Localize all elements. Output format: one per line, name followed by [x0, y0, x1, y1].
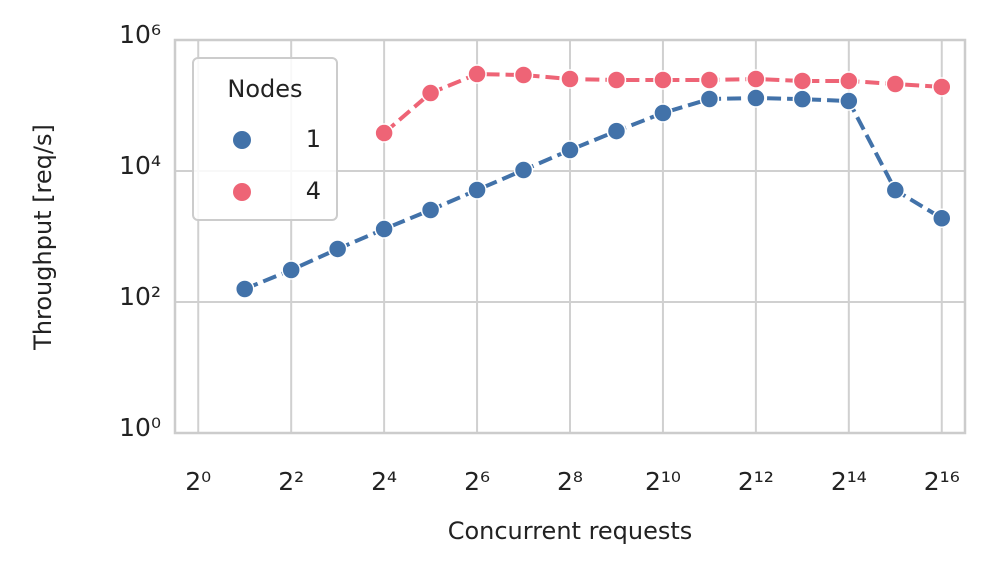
legend-label: 4: [306, 177, 321, 205]
data-point: [792, 89, 813, 109]
y-tick-label: 10²: [119, 282, 161, 311]
data-point: [420, 83, 441, 103]
data-point: [513, 65, 534, 85]
data-point: [746, 88, 766, 108]
data-point: [839, 71, 859, 91]
data-point: [467, 64, 487, 84]
x-axis-label: Concurrent requests: [448, 517, 693, 545]
data-point: [792, 71, 813, 91]
plot-frame: [173, 38, 967, 435]
data-point: [932, 208, 952, 228]
x-tick-label: 2⁸: [557, 467, 583, 496]
data-point: [699, 70, 720, 90]
x-tick-label: 2⁴: [371, 467, 397, 496]
x-tick-label: 2¹⁴: [831, 467, 867, 496]
data-point: [653, 103, 673, 123]
data-point: [513, 160, 534, 180]
data-point: [560, 140, 580, 160]
data-point: [885, 180, 906, 200]
y-tick-label: 10⁶: [119, 20, 161, 49]
x-tick-label: 2¹⁰: [645, 467, 681, 496]
data-point: [839, 91, 859, 111]
data-point: [234, 279, 255, 299]
data-point: [374, 123, 394, 143]
data-point: [467, 180, 487, 200]
data-point: [420, 200, 441, 220]
legend-label: 1: [306, 125, 321, 153]
data-point: [606, 70, 627, 90]
legend-marker: [233, 183, 251, 201]
x-tick-label: 2²: [278, 467, 304, 496]
y-tick-label: 10⁴: [119, 151, 161, 180]
y-tick-label: 10⁰: [119, 413, 161, 442]
legend-box: [192, 57, 338, 221]
data-point: [699, 89, 720, 109]
series-line: [243, 96, 943, 291]
x-tick-label: 2¹²: [738, 467, 774, 496]
data-point: [885, 74, 906, 94]
legend-marker: [233, 131, 251, 149]
x-tick-label: 2⁰: [185, 467, 211, 496]
legend-title: Nodes: [227, 75, 302, 103]
data-point: [560, 69, 580, 89]
data-point: [606, 121, 627, 141]
data-point: [932, 77, 952, 97]
data-point: [281, 260, 301, 280]
data-point: [653, 70, 673, 90]
x-tick-label: 2¹⁶: [924, 467, 960, 496]
x-tick-label: 2⁶: [464, 467, 490, 496]
data-point: [327, 239, 348, 259]
data-point: [746, 69, 766, 89]
data-point: [374, 219, 394, 239]
y-axis-label: Throughput [req/s]: [29, 124, 57, 351]
